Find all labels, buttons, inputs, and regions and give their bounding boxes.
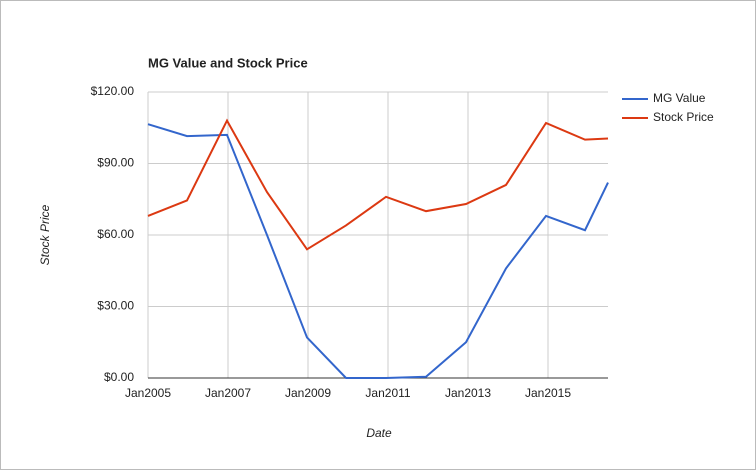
y-tick-label: $0.00 [104, 370, 134, 384]
y-tick-label: $60.00 [97, 227, 134, 241]
x-tick-label: Jan2009 [285, 386, 331, 400]
chart-title: MG Value and Stock Price [148, 55, 308, 70]
legend-label: Stock Price [653, 110, 714, 124]
x-tick-label: Jan2011 [365, 386, 410, 400]
series-line [147, 118, 609, 251]
y-tick-label: $90.00 [97, 156, 134, 170]
y-axis-title: Stock Price [38, 204, 52, 265]
x-tick-label: Jan2013 [445, 386, 491, 400]
legend-label: MG Value [653, 91, 706, 105]
y-tick-label: $120.00 [91, 84, 135, 98]
series-line [147, 123, 609, 379]
x-tick-label: Jan2007 [205, 386, 251, 400]
x-tick-label: Jan2015 [525, 386, 571, 400]
x-tick-label: Jan2005 [125, 386, 171, 400]
x-axis-title: Date [366, 426, 392, 440]
y-tick-label: $30.00 [97, 299, 134, 313]
